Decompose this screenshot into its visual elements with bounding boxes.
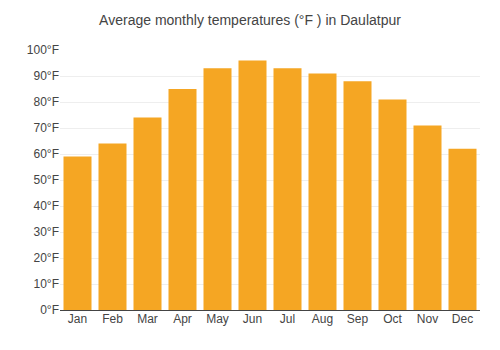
svg-text:80°F: 80°F bbox=[34, 95, 59, 109]
svg-text:0°F: 0°F bbox=[40, 303, 59, 317]
svg-text:May: May bbox=[206, 312, 229, 326]
svg-text:Jul: Jul bbox=[280, 312, 295, 326]
svg-text:Nov: Nov bbox=[417, 312, 438, 326]
svg-text:Dec: Dec bbox=[452, 312, 473, 326]
svg-text:90°F: 90°F bbox=[34, 69, 59, 83]
svg-text:Aug: Aug bbox=[312, 312, 333, 326]
svg-text:70°F: 70°F bbox=[34, 121, 59, 135]
svg-text:50°F: 50°F bbox=[34, 173, 59, 187]
svg-text:Mar: Mar bbox=[137, 312, 158, 326]
svg-text:60°F: 60°F bbox=[34, 147, 59, 161]
svg-text:Jan: Jan bbox=[68, 312, 87, 326]
svg-text:10°F: 10°F bbox=[34, 277, 59, 291]
svg-text:20°F: 20°F bbox=[34, 251, 59, 265]
svg-text:Sep: Sep bbox=[347, 312, 369, 326]
svg-text:40°F: 40°F bbox=[34, 199, 59, 213]
svg-text:100°F: 100°F bbox=[27, 43, 59, 57]
svg-text:30°F: 30°F bbox=[34, 225, 59, 239]
svg-text:Average monthly temperatures (: Average monthly temperatures (°F ) in Da… bbox=[99, 12, 401, 28]
svg-text:Oct: Oct bbox=[383, 312, 402, 326]
svg-text:Feb: Feb bbox=[102, 312, 123, 326]
svg-text:Jun: Jun bbox=[243, 312, 262, 326]
svg-text:Apr: Apr bbox=[173, 312, 192, 326]
